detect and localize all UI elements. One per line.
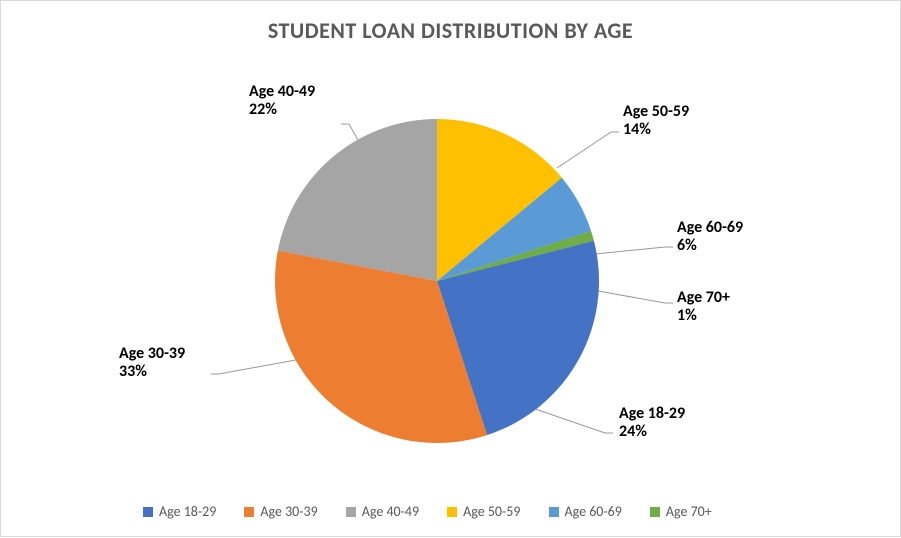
legend-item: Age 30-39: [244, 503, 317, 520]
callout-line1: Age 50-59: [623, 103, 689, 121]
legend-item: Age 70+: [650, 503, 712, 520]
legend-item: Age 18-29: [143, 503, 216, 520]
chart-container: STUDENT LOAN DISTRIBUTION BY AGE Age 18-…: [0, 0, 901, 537]
callout-line2: 1%: [677, 307, 730, 325]
leader-line: [595, 247, 673, 254]
legend-swatch: [447, 507, 457, 517]
chart-title: STUDENT LOAN DISTRIBUTION BY AGE: [1, 17, 900, 44]
legend-label: Age 70+: [666, 503, 712, 520]
legend-swatch: [346, 507, 356, 517]
callout-label: Age 18-2924%: [619, 405, 685, 442]
callout-line1: Age 70+: [677, 289, 730, 307]
callout-line2: 24%: [619, 423, 685, 441]
legend-swatch: [650, 507, 660, 517]
callout-label: Age 30-3933%: [119, 345, 185, 382]
callout-label: Age 50-5914%: [623, 103, 689, 140]
legend-label: Age 40-49: [362, 503, 419, 520]
legend-swatch: [244, 507, 254, 517]
callout-line2: 22%: [249, 101, 315, 119]
callout-label: Age 70+1%: [677, 289, 730, 326]
callout-label: Age 40-4922%: [249, 83, 315, 120]
legend: Age 18-29 Age 30-39 Age 40-49 Age 50-59 Age …: [143, 503, 712, 520]
callout-line1: Age 18-29: [619, 405, 685, 423]
legend-label: Age 30-39: [260, 503, 317, 520]
callout-line2: 33%: [119, 363, 185, 381]
legend-item: Age 50-59: [447, 503, 520, 520]
legend-item: Age 40-49: [346, 503, 419, 520]
callout-line1: Age 30-39: [119, 345, 185, 363]
leader-line: [598, 291, 673, 303]
callout-line1: Age 60-69: [677, 219, 743, 237]
legend-swatch: [143, 507, 153, 517]
legend-label: Age 60-69: [565, 503, 622, 520]
callout-line2: 14%: [623, 121, 689, 139]
legend-item: Age 60-69: [549, 503, 622, 520]
callout-label: Age 60-696%: [677, 219, 743, 256]
pie-svg: [275, 119, 599, 443]
callout-line1: Age 40-49: [249, 83, 315, 101]
legend-label: Age 18-29: [159, 503, 216, 520]
pie-chart: [275, 119, 599, 443]
callout-line2: 6%: [677, 237, 743, 255]
legend-swatch: [549, 507, 559, 517]
legend-label: Age 50-59: [463, 503, 520, 520]
